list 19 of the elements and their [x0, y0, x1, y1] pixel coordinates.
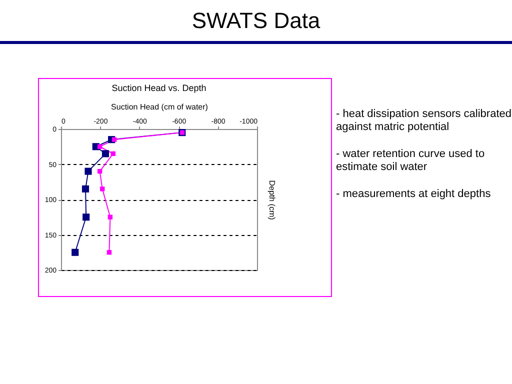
point: [97, 168, 102, 174]
point: [82, 185, 90, 192]
y-axis-title: Depth (cm): [268, 180, 276, 220]
chart-subtitle: Suction Head vs. Depth: [112, 83, 206, 93]
point: [108, 214, 113, 220]
x-axis-title: Suction Head (cm of water): [111, 102, 208, 112]
point: [82, 214, 90, 221]
point: [102, 150, 110, 158]
point: [106, 250, 112, 255]
point: [72, 248, 79, 256]
text: - water retention curve used to estimate soil water: [336, 148, 486, 174]
point: [100, 186, 105, 192]
point: [97, 144, 102, 149]
text: - measurements at eight depths: [336, 188, 492, 201]
point: [84, 168, 92, 175]
chart-title: SWATS Data: [190, 8, 322, 34]
text: - heat dissipation sensors calibrated against matric potential: [336, 108, 512, 134]
point: [112, 137, 117, 142]
point: [110, 151, 116, 156]
